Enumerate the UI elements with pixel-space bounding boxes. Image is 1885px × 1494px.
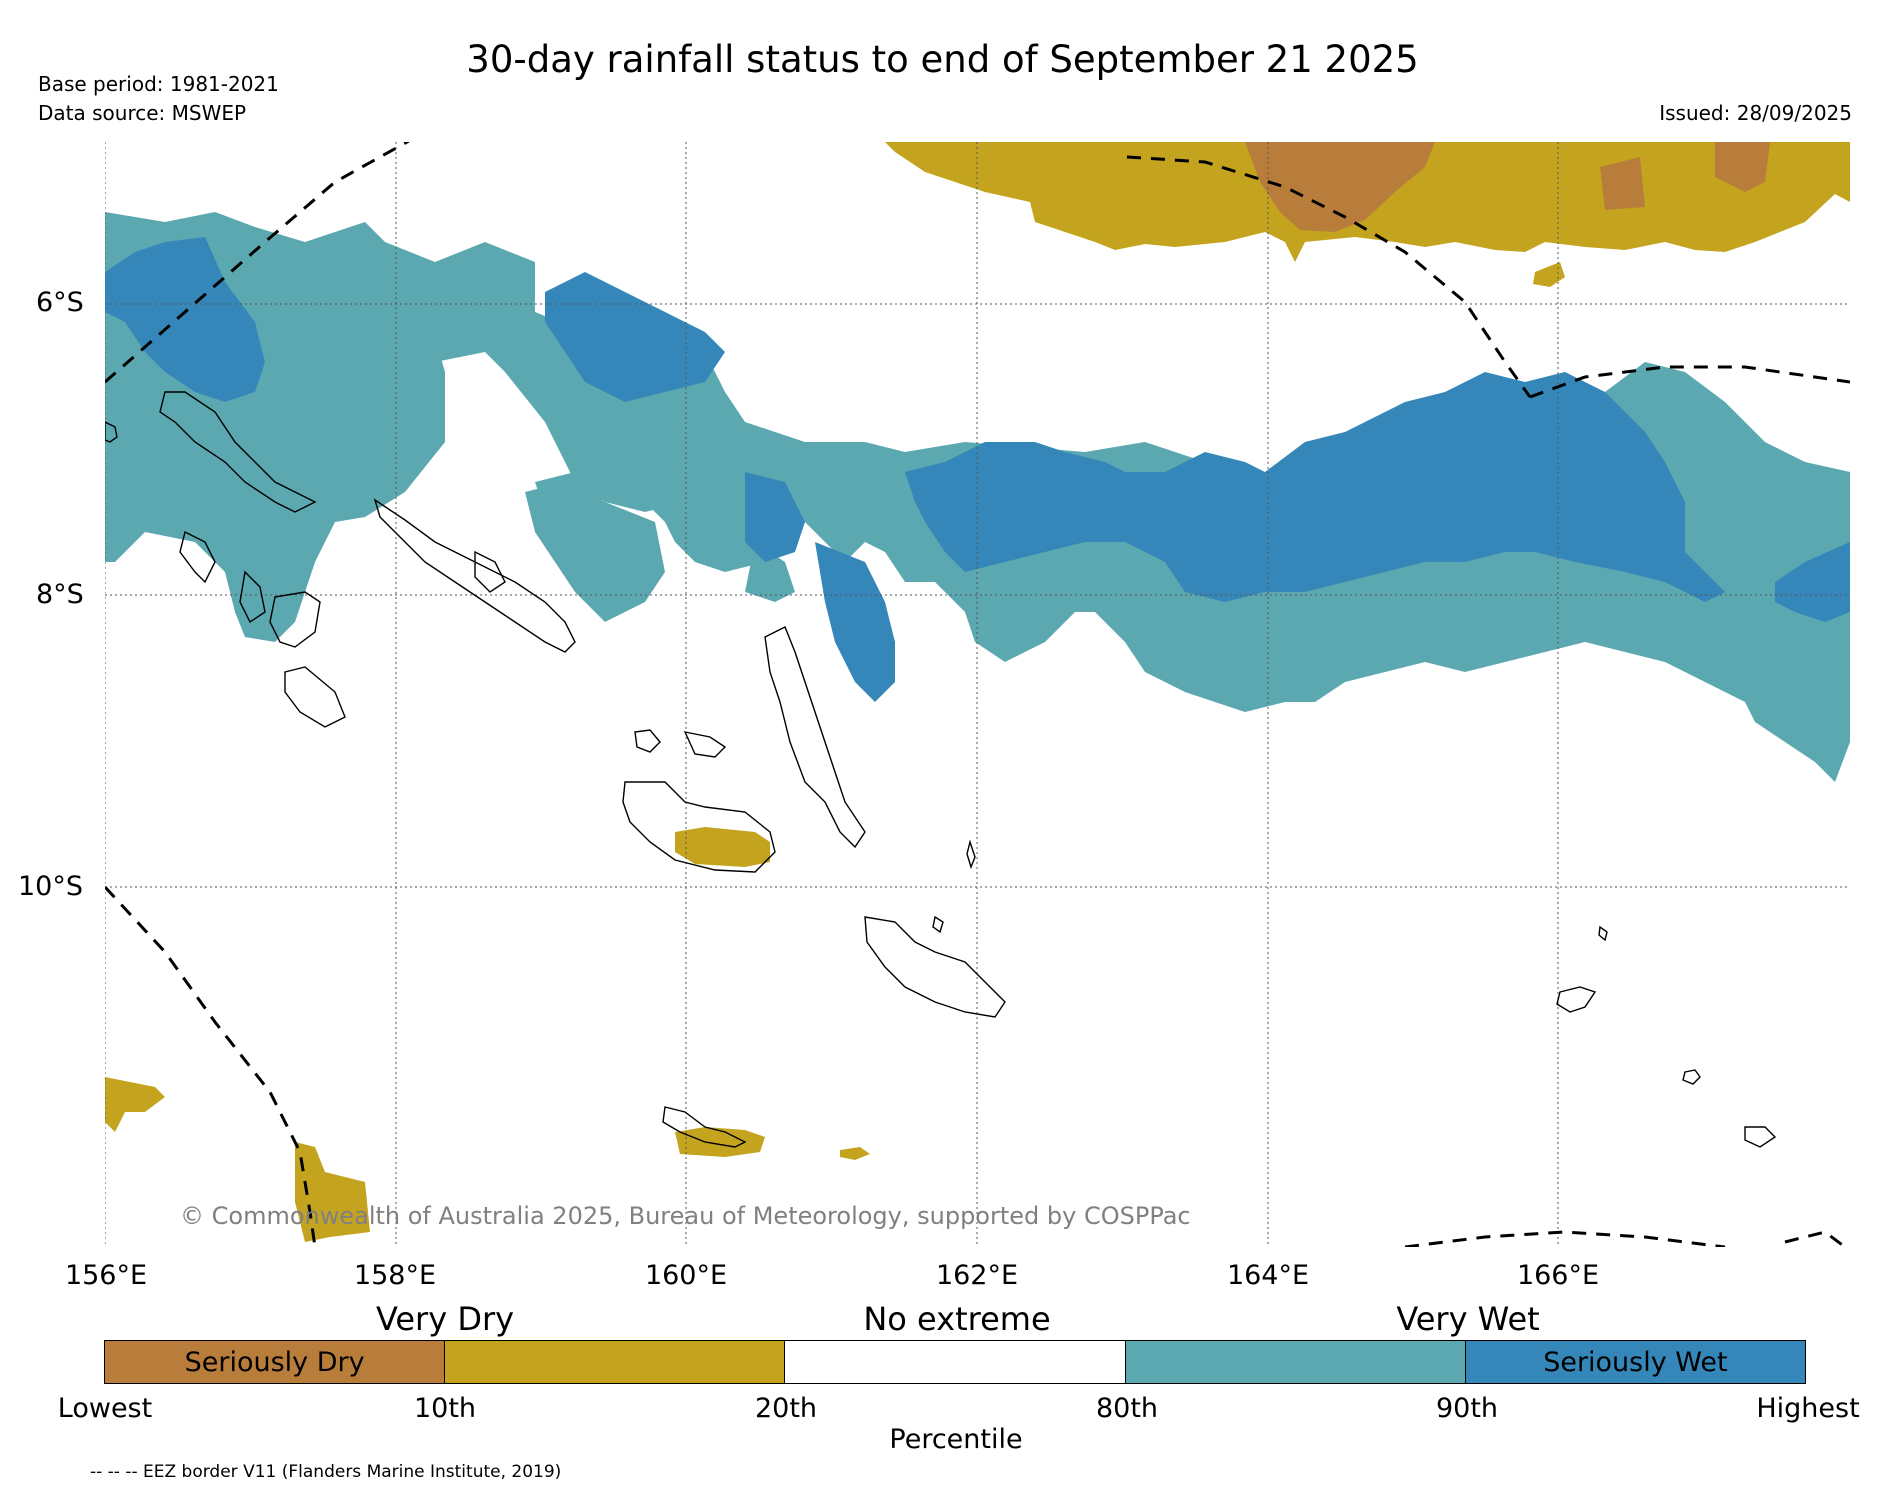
seriously-wet-far-east (1775, 542, 1850, 622)
dry-region-north-islet (1533, 262, 1565, 287)
lon-label-166e: 166°E (1516, 1260, 1600, 1291)
seriously-wet-east (905, 372, 1725, 602)
legend-segment-seriously-dry: Seriously Dry (105, 1341, 446, 1383)
dry-region-south-4 (675, 1127, 765, 1157)
data-source: Data source: MSWEP (38, 101, 247, 125)
issued-date: Issued: 28/09/2025 (1659, 101, 1852, 125)
legend-segment-no-extreme (785, 1341, 1126, 1383)
dry-region-south-1 (675, 827, 770, 867)
gridlines (105, 142, 1850, 1247)
legend-very-dry: Very Dry (375, 1300, 515, 1338)
seriously-dry-region-northeast (1600, 142, 1770, 210)
eez-note: -- -- -- EEZ border V11 (Flanders Marine… (90, 1462, 562, 1482)
legend-segment-label: Seriously Dry (184, 1346, 365, 1378)
legend-segment-very-wet (1125, 1341, 1466, 1383)
coastlines (105, 391, 1777, 1148)
legend-segment-label: Seriously Wet (1543, 1346, 1728, 1378)
lon-label-160e: 160°E (644, 1260, 728, 1291)
dry-region-south-2 (105, 1077, 165, 1132)
rainfall-map (105, 142, 1850, 1247)
legend-tick-80th: 80th (1095, 1393, 1159, 1424)
legend-colorbar: Seriously Dry Seriously Wet (104, 1340, 1806, 1384)
legend-tick-90th: 90th (1435, 1393, 1499, 1424)
seriously-wet-strip (815, 542, 895, 702)
lat-label-6s: 6°S (36, 287, 84, 318)
seriously-wet-central (745, 472, 805, 562)
legend-no-extreme: No extreme (863, 1300, 1051, 1338)
wet-region-islet-1 (535, 472, 605, 527)
legend-segment-very-dry (445, 1341, 786, 1383)
legend-segment-seriously-wet: Seriously Wet (1465, 1341, 1806, 1383)
lon-label-162e: 162°E (935, 1260, 1019, 1291)
lat-label-8s: 8°S (36, 579, 84, 610)
legend-tick-highest: Highest (1756, 1393, 1860, 1424)
eez-borders (105, 142, 1850, 1247)
legend-tick-20th: 20th (754, 1393, 818, 1424)
dry-region-south-5 (840, 1147, 870, 1160)
base-period: Base period: 1981-2021 (38, 72, 279, 96)
seriously-dry-region-north (1245, 142, 1435, 232)
wet-region-islet-2 (745, 542, 795, 602)
legend-very-wet: Very Wet (1396, 1300, 1540, 1338)
seriously-wet-west (105, 237, 265, 402)
lon-label-156e: 156°E (64, 1260, 148, 1291)
legend-tick-lowest: Lowest (57, 1393, 153, 1424)
dry-region-south-3 (295, 1142, 370, 1242)
legend-tick-10th: 10th (413, 1393, 477, 1424)
page-title: 30-day rainfall status to end of Septemb… (466, 38, 1419, 81)
copyright-notice: © Commonwealth of Australia 2025, Bureau… (180, 1202, 1191, 1230)
lon-label-158e: 158°E (353, 1260, 437, 1291)
legend-axis-label: Percentile (889, 1424, 1023, 1455)
lat-label-10s: 10°S (18, 871, 83, 902)
lon-label-164e: 164°E (1226, 1260, 1310, 1291)
